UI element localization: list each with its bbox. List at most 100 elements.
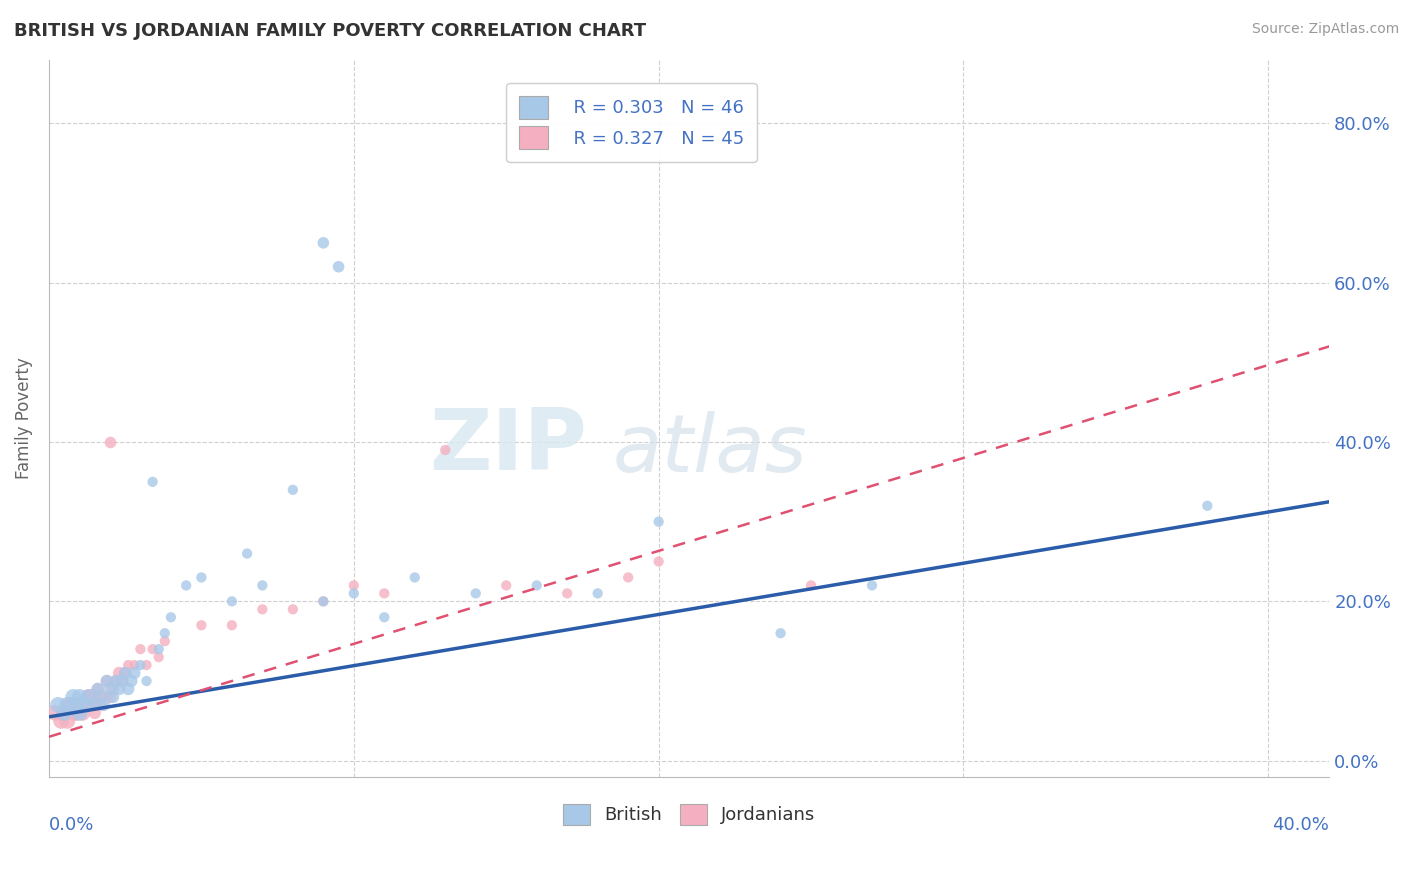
Point	[526, 578, 548, 592]
Point	[135, 673, 157, 688]
Point	[93, 690, 115, 704]
Point	[495, 578, 517, 592]
Point	[1197, 499, 1219, 513]
Point	[56, 714, 79, 728]
Point	[252, 578, 274, 592]
Point	[51, 714, 73, 728]
Point	[190, 570, 212, 584]
Point	[142, 642, 165, 657]
Point	[328, 260, 350, 274]
Point	[153, 634, 176, 648]
Text: ZIP: ZIP	[429, 405, 586, 488]
Point	[101, 690, 124, 704]
Point	[343, 586, 366, 600]
Point	[190, 618, 212, 632]
Point	[77, 690, 100, 704]
Point	[65, 698, 87, 712]
Text: BRITISH VS JORDANIAN FAMILY POVERTY CORRELATION CHART: BRITISH VS JORDANIAN FAMILY POVERTY CORR…	[14, 22, 647, 40]
Point	[434, 442, 457, 457]
Point	[221, 594, 243, 608]
Text: Source: ZipAtlas.com: Source: ZipAtlas.com	[1251, 22, 1399, 37]
Point	[44, 706, 66, 720]
Point	[124, 658, 146, 673]
Point	[90, 698, 112, 712]
Point	[120, 673, 142, 688]
Point	[69, 698, 91, 712]
Point	[124, 666, 146, 681]
Point	[46, 698, 69, 712]
Point	[312, 594, 335, 608]
Point	[75, 698, 97, 712]
Point	[69, 690, 91, 704]
Point	[373, 586, 395, 600]
Point	[108, 681, 131, 696]
Point	[80, 690, 103, 704]
Point	[252, 602, 274, 616]
Text: 0.0%: 0.0%	[49, 816, 94, 834]
Point	[59, 698, 82, 712]
Point	[98, 690, 121, 704]
Point	[617, 570, 640, 584]
Point	[114, 666, 136, 681]
Point	[343, 578, 366, 592]
Point	[111, 673, 134, 688]
Point	[114, 666, 136, 681]
Point	[586, 586, 609, 600]
Point	[87, 681, 110, 696]
Point	[93, 698, 115, 712]
Point	[72, 706, 94, 720]
Point	[62, 698, 84, 712]
Point	[90, 690, 112, 704]
Point	[96, 673, 118, 688]
Point	[83, 706, 105, 720]
Point	[142, 475, 165, 489]
Point	[312, 594, 335, 608]
Point	[108, 666, 131, 681]
Point	[117, 658, 139, 673]
Point	[62, 706, 84, 720]
Y-axis label: Family Poverty: Family Poverty	[15, 357, 32, 479]
Point	[373, 610, 395, 624]
Legend: British, Jordanians: British, Jordanians	[555, 797, 823, 832]
Point	[83, 698, 105, 712]
Point	[117, 681, 139, 696]
Point	[75, 698, 97, 712]
Point	[148, 642, 170, 657]
Point	[647, 555, 669, 569]
Point	[83, 698, 105, 712]
Point	[281, 483, 304, 497]
Point	[464, 586, 486, 600]
Point	[404, 570, 426, 584]
Point	[555, 586, 578, 600]
Point	[111, 673, 134, 688]
Point	[153, 626, 176, 640]
Text: 40.0%: 40.0%	[1272, 816, 1329, 834]
Point	[98, 681, 121, 696]
Point	[174, 578, 197, 592]
Point	[65, 706, 87, 720]
Point	[62, 690, 84, 704]
Point	[77, 690, 100, 704]
Point	[105, 673, 128, 688]
Point	[148, 650, 170, 665]
Point	[129, 642, 152, 657]
Point	[53, 706, 76, 720]
Point	[221, 618, 243, 632]
Point	[105, 673, 128, 688]
Point	[96, 673, 118, 688]
Point	[101, 681, 124, 696]
Point	[312, 235, 335, 250]
Point	[129, 658, 152, 673]
Text: atlas: atlas	[612, 411, 807, 490]
Point	[69, 706, 91, 720]
Point	[236, 547, 259, 561]
Point	[160, 610, 183, 624]
Point	[769, 626, 792, 640]
Point	[53, 706, 76, 720]
Point	[860, 578, 883, 592]
Point	[647, 515, 669, 529]
Point	[98, 435, 121, 450]
Point	[281, 602, 304, 616]
Point	[800, 578, 823, 592]
Point	[87, 681, 110, 696]
